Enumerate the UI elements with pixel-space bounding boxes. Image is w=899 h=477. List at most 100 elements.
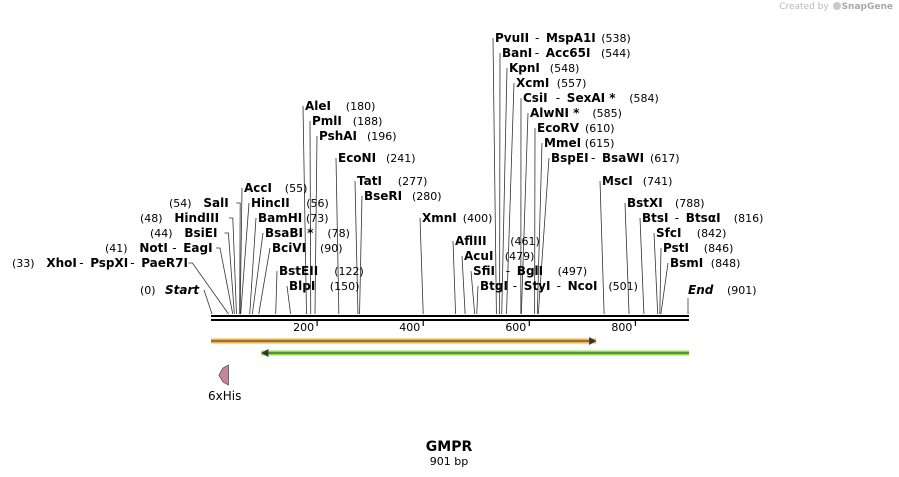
site-bseri: BseRI (280) <box>364 189 442 203</box>
site-line <box>354 180 359 315</box>
site-line <box>660 262 669 315</box>
enzyme-name: KpnI <box>509 61 540 75</box>
site-position: (610) <box>585 122 615 135</box>
enzyme-name: BseRI <box>364 189 402 203</box>
arrow-head-icon <box>589 337 597 345</box>
enzyme-name: CsiI <box>523 91 548 105</box>
enzyme-name: BtsαI <box>686 211 721 225</box>
site-bsteii: BstEII (122) <box>279 264 364 278</box>
site-position: (544) <box>601 47 631 60</box>
site-position: (400) <box>463 212 493 225</box>
enzyme-name: BtgI <box>480 279 508 293</box>
site-acui: AcuI (479) <box>464 249 534 263</box>
site-bani: BanI - Acc65I (544) <box>502 46 631 60</box>
start-line <box>203 289 213 315</box>
site-position: (56) <box>306 197 329 210</box>
site-position: (548) <box>550 62 580 75</box>
site-line <box>599 180 605 315</box>
site-position: (538) <box>601 32 631 45</box>
backbone <box>211 315 689 321</box>
name-separator: - <box>556 91 560 105</box>
site-line <box>501 67 508 315</box>
enzyme-name: PvuII <box>495 31 529 45</box>
site-bstxi: BstXI (788) <box>627 196 705 210</box>
name-separator: - <box>557 279 561 293</box>
site-position: (461) <box>510 235 540 248</box>
enzyme-name: BstXI <box>627 196 663 210</box>
enzyme-name: AccI <box>244 181 272 195</box>
site-position: (122) <box>334 265 364 278</box>
tick-label: 800 <box>611 321 632 334</box>
enzyme-name: XhoI <box>46 256 77 270</box>
enzyme-name: BanI <box>502 46 532 60</box>
site-position: (188) <box>353 115 383 128</box>
enzyme-name: Acc65I <box>546 46 591 60</box>
enzyme-name: BspEI <box>551 151 589 165</box>
feature-6xhis <box>218 364 229 386</box>
site-line <box>624 202 630 315</box>
start-position: (0) <box>140 284 156 297</box>
site-position: (842) <box>697 227 727 240</box>
site-position: (617) <box>650 152 680 165</box>
enzyme-name: EagI <box>183 241 212 255</box>
sequence-start: (0) Start <box>140 283 200 297</box>
map-title: GMPR <box>426 439 473 455</box>
site-position: (180) <box>346 100 376 113</box>
enzyme-name: AleI <box>305 99 331 113</box>
enzyme-name: StyI <box>524 279 551 293</box>
site-line <box>224 232 235 315</box>
tick-label: 600 <box>505 321 526 334</box>
site-line <box>476 285 479 315</box>
name-separator: - <box>130 256 134 270</box>
site-line <box>653 232 659 315</box>
site-position: (196) <box>367 130 397 143</box>
enzyme-name: EcoNI <box>338 151 376 165</box>
site-alei: AleI (180) <box>305 99 375 113</box>
site-line <box>236 202 241 315</box>
site-msci: MscI (741) <box>602 174 672 188</box>
name-separator: - <box>675 211 679 225</box>
enzyme-name: MmeI <box>544 136 581 150</box>
enzyme-name: PspXI <box>90 256 128 270</box>
site-psti: PstI (846) <box>663 241 733 255</box>
site-position: (585) <box>592 107 622 120</box>
site-xhoi: (33) XhoI - PspXI - PaeR7I <box>12 256 188 270</box>
enzyme-name: SfiI <box>473 264 495 278</box>
site-bamhi: BamHI (73) <box>258 211 329 225</box>
enzyme-name: BsaBI * <box>265 226 314 240</box>
enzyme-name: BsiEI <box>184 226 217 240</box>
site-line <box>314 135 318 315</box>
snapgene-logo-icon <box>832 2 841 10</box>
site-line <box>228 217 237 315</box>
name-separator: - <box>535 46 539 60</box>
name-separator: - <box>79 256 83 270</box>
enzyme-name: MspA1I <box>546 31 596 45</box>
site-position: (615) <box>585 137 615 150</box>
site-xmni: XmnI (400) <box>422 211 492 225</box>
site-position: (277) <box>398 175 428 188</box>
site-btgi: BtgI - StyI - NcoI (501) <box>480 279 638 293</box>
arrow-head-icon <box>261 349 269 357</box>
enzyme-name: AlwNI * <box>530 106 580 120</box>
site-position: (241) <box>386 152 416 165</box>
site-line <box>419 217 424 315</box>
end-label: End <box>688 283 714 297</box>
site-blpi: BlpI (150) <box>289 279 359 293</box>
site-xcmi: XcmI (557) <box>516 76 586 90</box>
site-position: (497) <box>558 265 588 278</box>
site-kpni: KpnI (548) <box>509 61 579 75</box>
end-position: (901) <box>727 284 757 297</box>
site-line <box>536 142 543 315</box>
enzyme-name: AflIII <box>455 234 487 248</box>
site-position: (55) <box>285 182 308 195</box>
site-hincii: HincII (56) <box>251 196 329 210</box>
name-separator: - <box>535 31 539 45</box>
site-line <box>258 247 271 315</box>
enzyme-name: EcoRV <box>537 121 580 135</box>
enzyme-name: PmlI <box>312 114 342 128</box>
site-hindiii: (48) HindIII <box>140 211 219 225</box>
enzyme-name: AcuI <box>464 249 493 263</box>
site-position: (501) <box>608 280 638 293</box>
site-lines <box>188 37 689 315</box>
